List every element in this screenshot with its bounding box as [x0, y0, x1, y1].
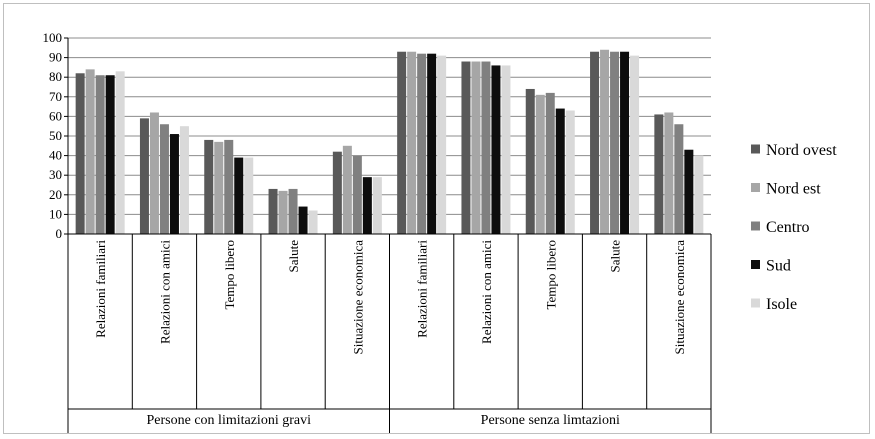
bar-isole [694, 155, 704, 234]
x-category-label: Relazioni familiari [93, 240, 108, 338]
bar-nord-ovest [268, 188, 278, 234]
bar-centro [352, 155, 362, 234]
x-category-label: Salute [286, 240, 301, 273]
x-category-label: Relazioni con amici [157, 240, 172, 344]
x-axis-group-labels: Persone con limitazioni gravi Persone sen… [147, 413, 620, 428]
bar-nord-est [214, 141, 224, 234]
bar-nord-ovest [654, 114, 664, 234]
bar-isole [115, 71, 125, 234]
y-tick-label: 10 [49, 206, 62, 221]
bar-nord-ovest [139, 118, 149, 234]
bar-sud [684, 149, 694, 234]
bar-nord-est [342, 145, 352, 234]
bar-centro [610, 51, 620, 234]
bar-nord-ovest [590, 51, 600, 234]
y-tick-label: 0 [56, 226, 63, 241]
bar-isole [501, 65, 511, 234]
legend: Nord ovest Nord est Centro Sud Isole [751, 142, 837, 313]
bar-isole [308, 210, 318, 234]
bar-nord-est [149, 112, 159, 234]
bar-isole [179, 126, 189, 234]
x-category-label: Situazione economica [350, 240, 365, 355]
bar-sud [169, 134, 179, 234]
bar-isole [630, 55, 640, 234]
x-category-label: Tempo libero [222, 240, 237, 310]
x-category-label: Relazioni con amici [479, 240, 494, 344]
legend-label: Isole [766, 296, 797, 313]
bar-nord-est [600, 49, 610, 235]
bars [75, 49, 704, 235]
x-category-label: Salute [608, 240, 623, 273]
y-tick-label: 100 [43, 30, 63, 45]
legend-swatch [751, 260, 760, 269]
y-tick-label: 30 [49, 167, 62, 182]
y-tick-label: 50 [49, 128, 62, 143]
bar-centro [674, 124, 684, 234]
bar-isole [372, 177, 382, 234]
y-tick-label: 70 [49, 89, 62, 104]
bar-nord-est [85, 69, 95, 234]
legend-swatch [751, 183, 760, 192]
bar-nord-ovest [75, 73, 85, 234]
bar-nord-est [471, 61, 481, 234]
bar-nord-ovest [461, 61, 471, 234]
y-tick-label: 40 [49, 148, 62, 163]
bar-sud [427, 53, 437, 235]
bar-sud [298, 206, 308, 234]
x-group-label: Persone senza limtazioni [481, 413, 620, 428]
legend-label: Sud [766, 258, 791, 275]
axes [64, 37, 712, 433]
bar-sud [362, 177, 372, 234]
bar-centro [224, 139, 234, 234]
bar-isole [437, 55, 447, 234]
bar-isole [565, 110, 575, 234]
bar-isole [244, 157, 254, 234]
bar-sud [105, 75, 115, 235]
legend-swatch [751, 221, 760, 231]
bar-nord-ovest [525, 88, 535, 235]
bar-sud [491, 65, 501, 234]
bar-nord-est [535, 94, 545, 234]
legend-label: Centro [766, 219, 810, 236]
bar-centro [95, 75, 105, 235]
bar-sud [234, 157, 244, 234]
bar-nord-ovest [332, 151, 342, 234]
legend-swatch [751, 144, 760, 154]
bar-centro [417, 53, 427, 235]
x-axis-category-labels: Relazioni familiari Relazioni con amici Te… [93, 240, 687, 355]
bar-centro [159, 124, 169, 234]
y-tick-label: 80 [49, 69, 62, 84]
y-tick-label: 60 [49, 108, 62, 123]
x-category-label: Relazioni familiari [415, 240, 430, 338]
bar-nord-ovest [397, 51, 407, 234]
y-tick-label: 90 [49, 50, 62, 65]
x-group-label: Persone con limitazioni gravi [147, 413, 312, 428]
bar-sud [620, 51, 630, 234]
legend-swatch [751, 298, 760, 308]
x-category-label: Tempo libero [543, 240, 558, 310]
bar-nord-est [407, 51, 417, 234]
y-axis-tick-labels: 0 10 20 30 40 50 60 70 80 90 100 [43, 30, 63, 241]
bar-centro [545, 92, 555, 234]
bar-nord-est [664, 112, 674, 234]
bar-sud [555, 108, 565, 234]
bar-centro [288, 188, 298, 234]
legend-label: Nord ovest [766, 142, 837, 159]
bar-centro [481, 61, 491, 234]
x-category-label: Situazione economica [672, 240, 687, 355]
bar-nord-est [278, 190, 288, 234]
bar-nord-ovest [204, 139, 214, 234]
y-tick-label: 20 [49, 187, 62, 202]
legend-label: Nord est [766, 181, 821, 198]
